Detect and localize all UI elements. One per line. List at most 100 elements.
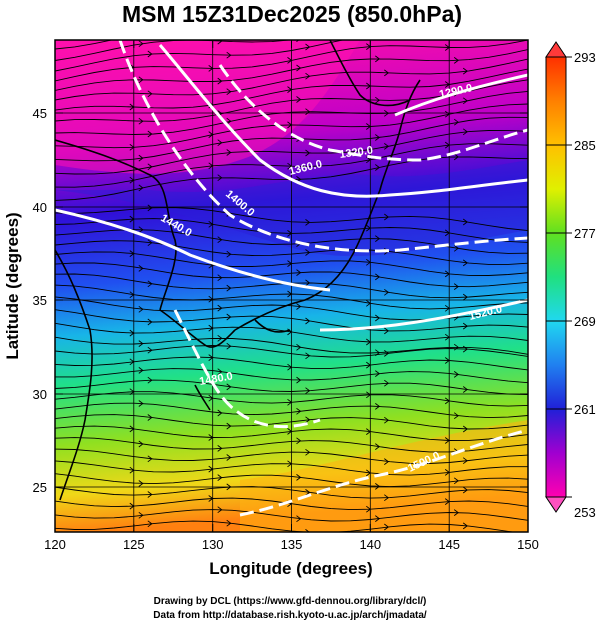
streamline-arrow (305, 489, 311, 496)
streamline-arrow (208, 295, 214, 303)
streamline-arrow (384, 416, 390, 424)
streamline (55, 130, 528, 175)
streamline-arrow (366, 82, 372, 90)
streamline-arrow (217, 174, 223, 182)
streamline-arrow (366, 258, 372, 266)
streamline-arrow (226, 250, 232, 258)
streamline-arrow (287, 162, 293, 170)
warm-patch (240, 420, 528, 532)
streamline-arrow (305, 249, 311, 256)
streamline (55, 448, 528, 464)
streamline-arrow (384, 213, 390, 221)
streamline-arrow (147, 130, 153, 138)
streamline-arrow (217, 236, 223, 244)
streamline-arrow (217, 506, 223, 514)
streamline-arrow (138, 400, 144, 407)
streamline-arrow (384, 109, 390, 117)
streamline-arrow (462, 67, 468, 75)
streamline-arrow (138, 76, 144, 84)
streamline-arrow (444, 141, 450, 149)
streamline-arrow (453, 244, 459, 252)
streamline-arrow (462, 486, 468, 494)
streamline-arrow (147, 163, 153, 171)
streamline-arrow (147, 346, 153, 354)
streamline-arrow (453, 153, 459, 161)
colorbar-tick-label: 269 (574, 314, 596, 329)
streamline-arrow (305, 416, 311, 424)
streamline-arrow (217, 139, 223, 147)
streamline-arrow (462, 322, 468, 330)
streamline-arrow (226, 483, 232, 491)
y-tick-labels: 25 30 35 40 45 (33, 106, 47, 495)
colorbar-body (545, 56, 567, 498)
streamline-arrow (130, 32, 134, 38)
streamline-arrow (366, 428, 372, 435)
streamline-arrow (462, 259, 468, 267)
streamline-arrow (366, 299, 372, 307)
streamline-arrow (138, 305, 144, 313)
streamline (55, 336, 528, 355)
streamline-arrow (462, 386, 468, 393)
streamline-arrow (226, 383, 232, 391)
streamline-arrow (287, 121, 293, 129)
credit-line-1: Drawing by DCL (https://www.gfd-dennou.o… (154, 596, 427, 607)
streamline-arrow (384, 288, 390, 296)
streamline-arrow (384, 69, 390, 77)
streamline-arrow (444, 304, 450, 312)
streamline-arrow (138, 226, 144, 234)
streamline-arrow (138, 340, 144, 347)
streamline-arrow (217, 274, 223, 282)
streamline (55, 40, 345, 72)
streamline-arrow (296, 269, 302, 276)
streamline-arrow (375, 515, 381, 522)
streamline (55, 49, 528, 91)
height-contours (55, 40, 528, 517)
streamline-arrow (384, 523, 390, 531)
streamline (55, 402, 528, 419)
x-tick-label: 130 (202, 537, 224, 552)
streamline-arrow (129, 358, 135, 366)
streamline-arrow (287, 260, 293, 267)
streamline-arrow (296, 376, 302, 384)
streamline-arrow (287, 363, 293, 371)
streamline-arrow (138, 265, 144, 272)
streamline-arrow (305, 317, 311, 325)
y-tick-label: 35 (33, 293, 47, 308)
x-tick-label: 120 (44, 537, 66, 552)
streamline-arrow (453, 477, 459, 485)
streamline-arrow (287, 86, 293, 93)
streamline-arrow (444, 437, 450, 444)
streamline-arrow (138, 40, 144, 48)
streamline (55, 262, 528, 288)
streamline-arrow (296, 343, 302, 351)
streamline-arrow (226, 454, 232, 461)
streamline-arrow (462, 457, 468, 465)
streamline-arrow (208, 495, 214, 502)
streamline-arrow (384, 458, 390, 465)
streamline-arrow (208, 354, 214, 361)
streamline-arrow (384, 379, 390, 387)
streamline-arrow (305, 149, 311, 157)
streamline-arrow (129, 425, 135, 433)
x-tick-label: 150 (517, 537, 539, 552)
streamline-arrow (208, 394, 214, 402)
streamline-arrow (444, 229, 450, 237)
streamline-arrow (138, 480, 144, 487)
streamline-arrow (375, 314, 381, 322)
streamline (55, 90, 528, 135)
contour-1290 (394, 73, 528, 117)
streamline-arrow (129, 502, 135, 510)
streamline-arrow (375, 403, 381, 410)
streamline-arrow (375, 235, 381, 242)
streamline-arrow (305, 108, 311, 116)
axis-ticks (54, 40, 529, 532)
colorbar-tick-label: 253 (574, 505, 596, 520)
streamline-arrow (138, 440, 144, 448)
streamline-arrow (384, 143, 390, 150)
streamline-arrow (305, 43, 311, 51)
streamline-arrow (208, 220, 214, 228)
streamline (55, 296, 528, 321)
streamline-arrow (147, 90, 153, 98)
streamline-arrow (226, 342, 232, 350)
streamline-arrow (375, 164, 381, 171)
